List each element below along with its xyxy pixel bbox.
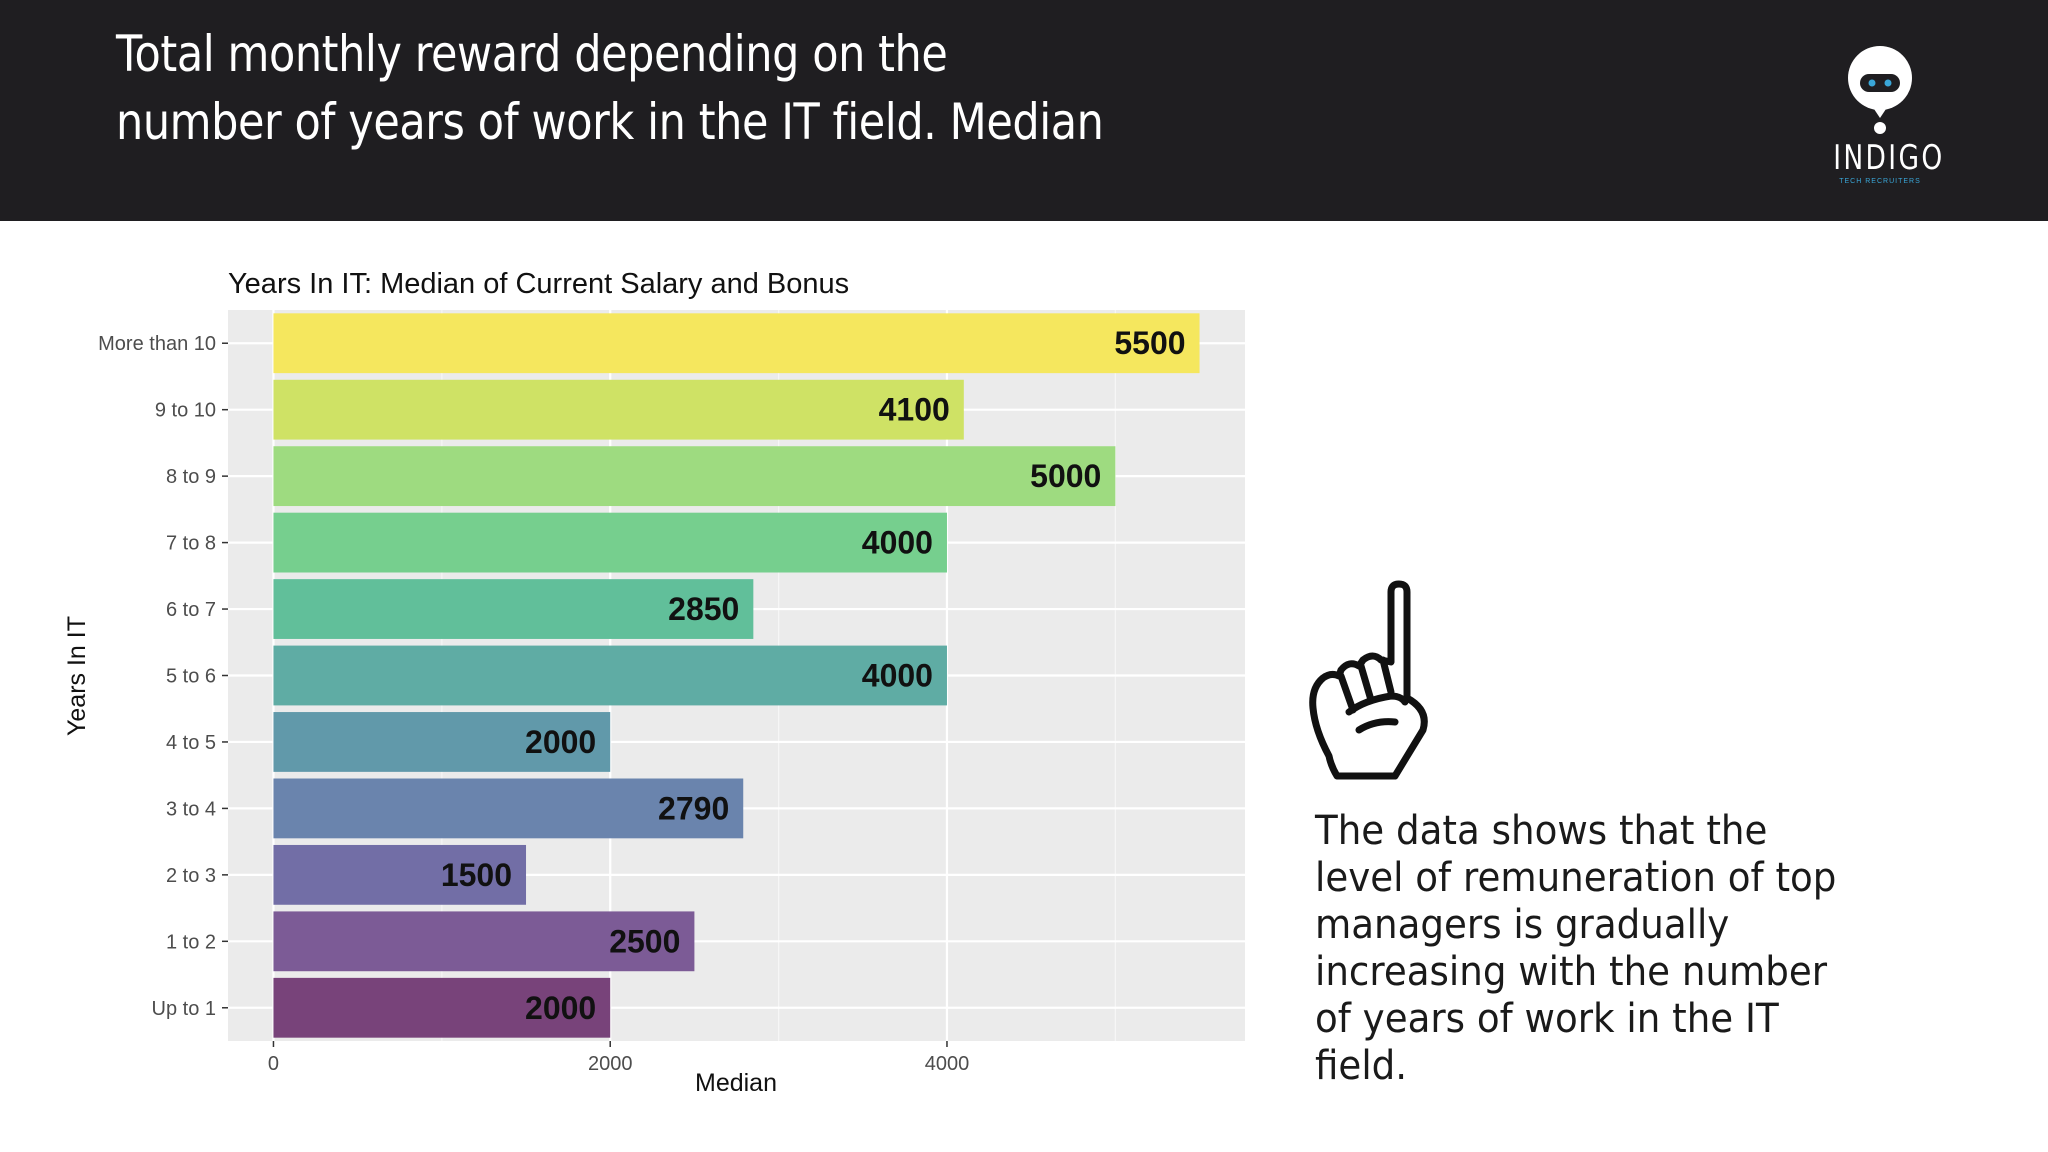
chart-data-labels: 2000 2500 1500 2790 2000 4000 2850 4000 5000 4100… bbox=[441, 325, 1186, 1026]
y-tick-label: Up to 1 bbox=[152, 998, 216, 1020]
y-tick-label: 1 to 2 bbox=[166, 931, 216, 953]
y-tick-label: 2 to 3 bbox=[166, 865, 216, 887]
bar-value-label: 4000 bbox=[862, 658, 933, 694]
y-tick-label: 5 to 6 bbox=[166, 666, 216, 688]
chart-title: Years In IT: Median of Current Salary an… bbox=[228, 268, 849, 300]
y-tick-label: 6 to 7 bbox=[166, 599, 216, 621]
bar-value-label: 2850 bbox=[668, 591, 739, 627]
chart-x-axis: 0 2000 4000 bbox=[268, 1041, 969, 1075]
bar-5-to-6 bbox=[273, 645, 947, 706]
y-tick-label: 7 to 8 bbox=[166, 533, 216, 555]
bar-value-label: 2790 bbox=[658, 790, 729, 826]
bar-value-label: 2500 bbox=[609, 923, 680, 959]
bar-6-to-7 bbox=[273, 579, 754, 639]
x-tick-label: 0 bbox=[268, 1053, 279, 1075]
bar-9-to-10 bbox=[273, 379, 964, 440]
bar-up-to-1 bbox=[273, 977, 611, 1038]
chart-bars bbox=[273, 313, 1200, 1038]
bar-8-to-9 bbox=[273, 446, 1116, 507]
bar-value-label: 5500 bbox=[1114, 325, 1185, 361]
bar-value-label: 4000 bbox=[862, 525, 933, 561]
bar-value-label: 1500 bbox=[441, 857, 512, 893]
bar-value-label: 2000 bbox=[525, 724, 596, 760]
logo-tagline: TECH RECRUITERS bbox=[1839, 178, 1921, 185]
y-tick-label: 8 to 9 bbox=[166, 466, 216, 488]
hand-pointing-up-icon bbox=[1309, 580, 1428, 780]
y-tick-label: 4 to 5 bbox=[166, 732, 216, 754]
bar-3-to-4 bbox=[273, 778, 744, 839]
bar-more-than-10 bbox=[273, 313, 1200, 374]
robot-logo-icon bbox=[1848, 46, 1912, 134]
bar-value-label: 2000 bbox=[525, 990, 596, 1026]
x-tick-label: 4000 bbox=[925, 1053, 970, 1075]
bar-value-label: 4100 bbox=[879, 392, 950, 428]
x-axis-title: Median bbox=[695, 1069, 777, 1097]
bar-value-label: 5000 bbox=[1030, 458, 1101, 494]
x-tick-label: 2000 bbox=[588, 1053, 633, 1075]
page-title: Total monthly reward depending on the nu… bbox=[116, 25, 1104, 151]
bar-4-to-5 bbox=[273, 712, 611, 772]
bar-2-to-3 bbox=[273, 844, 527, 905]
brand-logo: INDIGO TECH RECRUITERS bbox=[1820, 40, 1945, 200]
y-tick-label: 9 to 10 bbox=[155, 400, 216, 422]
y-tick-label: 3 to 4 bbox=[166, 798, 216, 820]
y-tick-label: More than 10 bbox=[98, 333, 216, 355]
insight-text: The data shows that the level of remuner… bbox=[1315, 808, 1837, 1089]
bar-7-to-8 bbox=[273, 512, 947, 573]
logo-wordmark: INDIGO bbox=[1833, 138, 1945, 178]
header-bar: Total monthly reward depending on the nu… bbox=[0, 0, 2048, 221]
bar-1-to-2 bbox=[273, 911, 695, 972]
chart-y-axis: Up to 1 1 to 2 2 to 3 3 to 4 4 to 5 5 to 6 6 t… bbox=[98, 333, 228, 1020]
y-axis-title: Years In IT bbox=[63, 616, 91, 736]
bar-chart: 2000 2500 1500 2790 2000 4000 2850 4000 5000 4100… bbox=[63, 268, 1245, 1097]
